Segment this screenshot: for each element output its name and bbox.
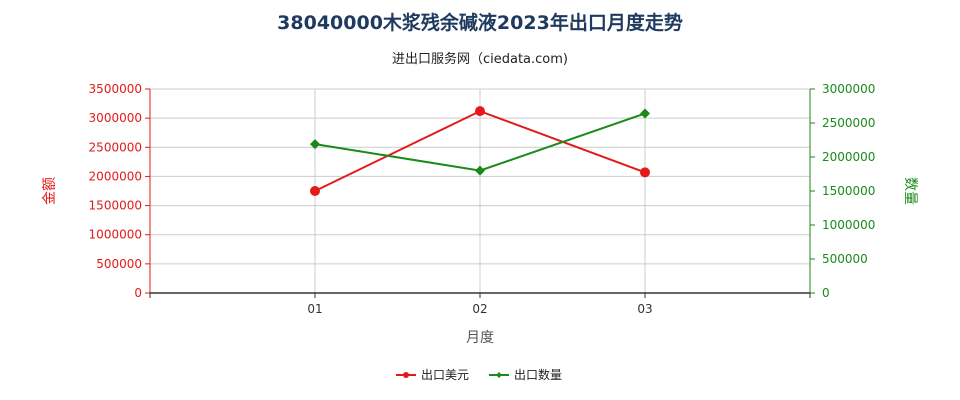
y-tick-label-left: 2000000 (89, 169, 142, 183)
legend-marker (496, 372, 502, 378)
y-axis-label-left: 金额 (42, 177, 58, 205)
y-tick-label-right: 2000000 (822, 150, 875, 164)
chart-title: 38040000木浆残余碱液2023年出口月度走势 (277, 12, 683, 34)
y-tick-label-left: 1000000 (89, 228, 142, 242)
y-tick-label-right: 500000 (822, 252, 868, 266)
y-axis-label-right: 数量 (902, 177, 918, 205)
grid (150, 88, 811, 293)
y-tick-label-left: 3500000 (89, 82, 142, 96)
y-tick-label-right: 1500000 (822, 184, 875, 198)
legend-label: 出口数量 (514, 367, 562, 382)
y-tick-label-right: 0 (822, 286, 830, 300)
y-tick-label-left: 0 (134, 286, 142, 300)
y-tick-label-left: 2500000 (89, 140, 142, 154)
legend-label: 出口美元 (421, 368, 469, 382)
y-tick-label-right: 1000000 (822, 218, 875, 232)
legend-marker (403, 372, 409, 378)
x-tick-label: 01 (307, 302, 322, 316)
y-tick-label-right: 3000000 (822, 82, 875, 96)
y-tick-label-left: 500000 (96, 257, 142, 271)
series-layer (310, 106, 650, 196)
y-tick-label-left: 1500000 (89, 199, 142, 213)
data-point (310, 186, 320, 196)
x-tick-label: 02 (472, 302, 487, 316)
chart-subtitle: 进出口服务网（ciedata.com) (391, 52, 568, 67)
data-point (310, 139, 320, 150)
data-point (475, 165, 485, 176)
x-axis-label: 月度 (466, 330, 494, 346)
axes: 0 500000 1000000 1500000 2000000 2500000 30000… (89, 82, 876, 316)
data-point (475, 106, 485, 117)
y-tick-label-left: 3000000 (89, 111, 142, 125)
y-tick-label-right: 2500000 (822, 116, 875, 130)
legend: 出口美元 出口数量 (396, 367, 562, 382)
x-tick-label: 03 (637, 302, 652, 316)
data-point (640, 167, 650, 178)
data-point (640, 108, 650, 119)
